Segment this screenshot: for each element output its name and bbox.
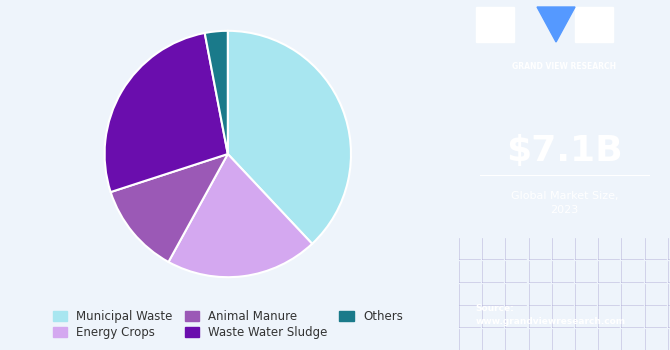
Text: Global Market Size,
2023: Global Market Size, 2023 xyxy=(511,191,618,215)
Wedge shape xyxy=(205,31,228,154)
Wedge shape xyxy=(168,154,312,277)
Text: Source:
www.grandviewresearch.com: Source: www.grandviewresearch.com xyxy=(476,304,626,326)
Bar xyxy=(575,7,613,42)
Wedge shape xyxy=(111,154,228,262)
Text: GRAND VIEW RESEARCH: GRAND VIEW RESEARCH xyxy=(513,62,616,71)
Bar xyxy=(476,7,514,42)
Polygon shape xyxy=(537,7,575,42)
Legend: Municipal Waste, Energy Crops, Animal Manure, Waste Water Sludge, Others: Municipal Waste, Energy Crops, Animal Ma… xyxy=(48,305,407,344)
Wedge shape xyxy=(228,31,351,244)
Wedge shape xyxy=(105,33,228,192)
Text: $7.1B: $7.1B xyxy=(506,133,623,168)
